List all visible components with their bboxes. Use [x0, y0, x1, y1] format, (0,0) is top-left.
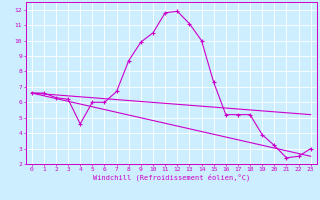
X-axis label: Windchill (Refroidissement éolien,°C): Windchill (Refroidissement éolien,°C) — [92, 174, 250, 181]
